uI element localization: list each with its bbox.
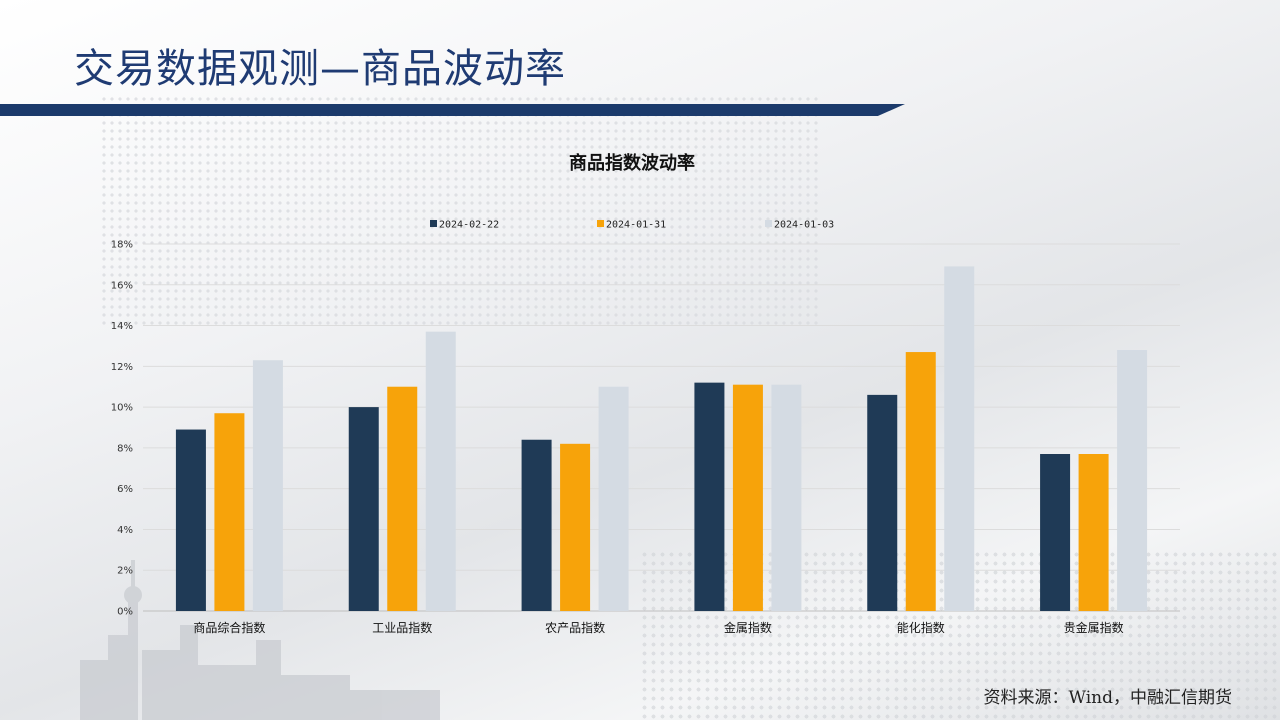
- header-bar: [0, 104, 905, 116]
- bar: [175, 429, 206, 611]
- legend-swatch: [597, 220, 604, 227]
- bar: [905, 352, 936, 611]
- page-title: 交易数据观测—商品波动率: [74, 46, 566, 92]
- bar: [694, 382, 725, 611]
- x-tick-label: 商品综合指数: [193, 620, 265, 635]
- bar: [348, 407, 379, 611]
- bar: [598, 386, 629, 611]
- y-tick-label: 12%: [111, 362, 133, 373]
- legend-label: 2024-02-22: [439, 220, 499, 231]
- legend-label: 2024-01-31: [606, 220, 666, 231]
- y-tick-label: 0%: [117, 607, 133, 618]
- x-tick-label: 农产品指数: [545, 620, 605, 635]
- background-dot-map: [100, 95, 820, 325]
- legend-label: 2024-01-03: [774, 220, 834, 231]
- bar: [944, 266, 975, 611]
- y-tick-label: 4%: [117, 525, 133, 536]
- x-tick-label: 工业品指数: [372, 620, 432, 635]
- chart-gridlines: [143, 243, 1180, 612]
- chart-title: 商品指数波动率: [569, 152, 695, 174]
- y-tick-label: 10%: [111, 403, 133, 414]
- bar: [560, 443, 591, 611]
- y-tick-label: 14%: [111, 321, 133, 332]
- source-note: 资料来源：Wind，中融汇信期货: [983, 688, 1232, 708]
- y-tick-label: 16%: [111, 280, 133, 291]
- chart-bars: [175, 266, 1148, 611]
- skyline-decoration: [80, 560, 440, 720]
- y-tick-label: 6%: [117, 484, 133, 495]
- x-tick-label: 金属指数: [724, 620, 772, 635]
- y-tick-label: 18%: [111, 240, 133, 251]
- bar: [867, 394, 898, 611]
- bar: [1040, 454, 1071, 611]
- y-axis: 0% 2% 4% 6% 8% 10% 12% 14% 16% 18%: [111, 240, 133, 618]
- y-tick-label: 8%: [117, 443, 133, 454]
- bar: [252, 360, 283, 611]
- bar: [214, 413, 245, 611]
- bar: [771, 384, 802, 611]
- y-tick-label: 2%: [117, 566, 133, 577]
- legend-swatch: [430, 220, 437, 227]
- bar: [387, 386, 418, 611]
- x-tick-label: 能化指数: [897, 620, 945, 635]
- bar: [1117, 350, 1148, 611]
- x-tick-label: 贵金属指数: [1064, 620, 1124, 635]
- bar: [732, 384, 763, 611]
- chart-legend: 2024-02-22 2024-01-31 2024-01-03: [430, 220, 834, 231]
- bar: [521, 439, 552, 611]
- legend-swatch: [765, 220, 772, 227]
- x-axis: 商品综合指数 工业品指数 农产品指数 金属指数 能化指数 贵金属指数: [193, 620, 1123, 635]
- bar: [425, 331, 456, 611]
- bar: [1078, 454, 1109, 611]
